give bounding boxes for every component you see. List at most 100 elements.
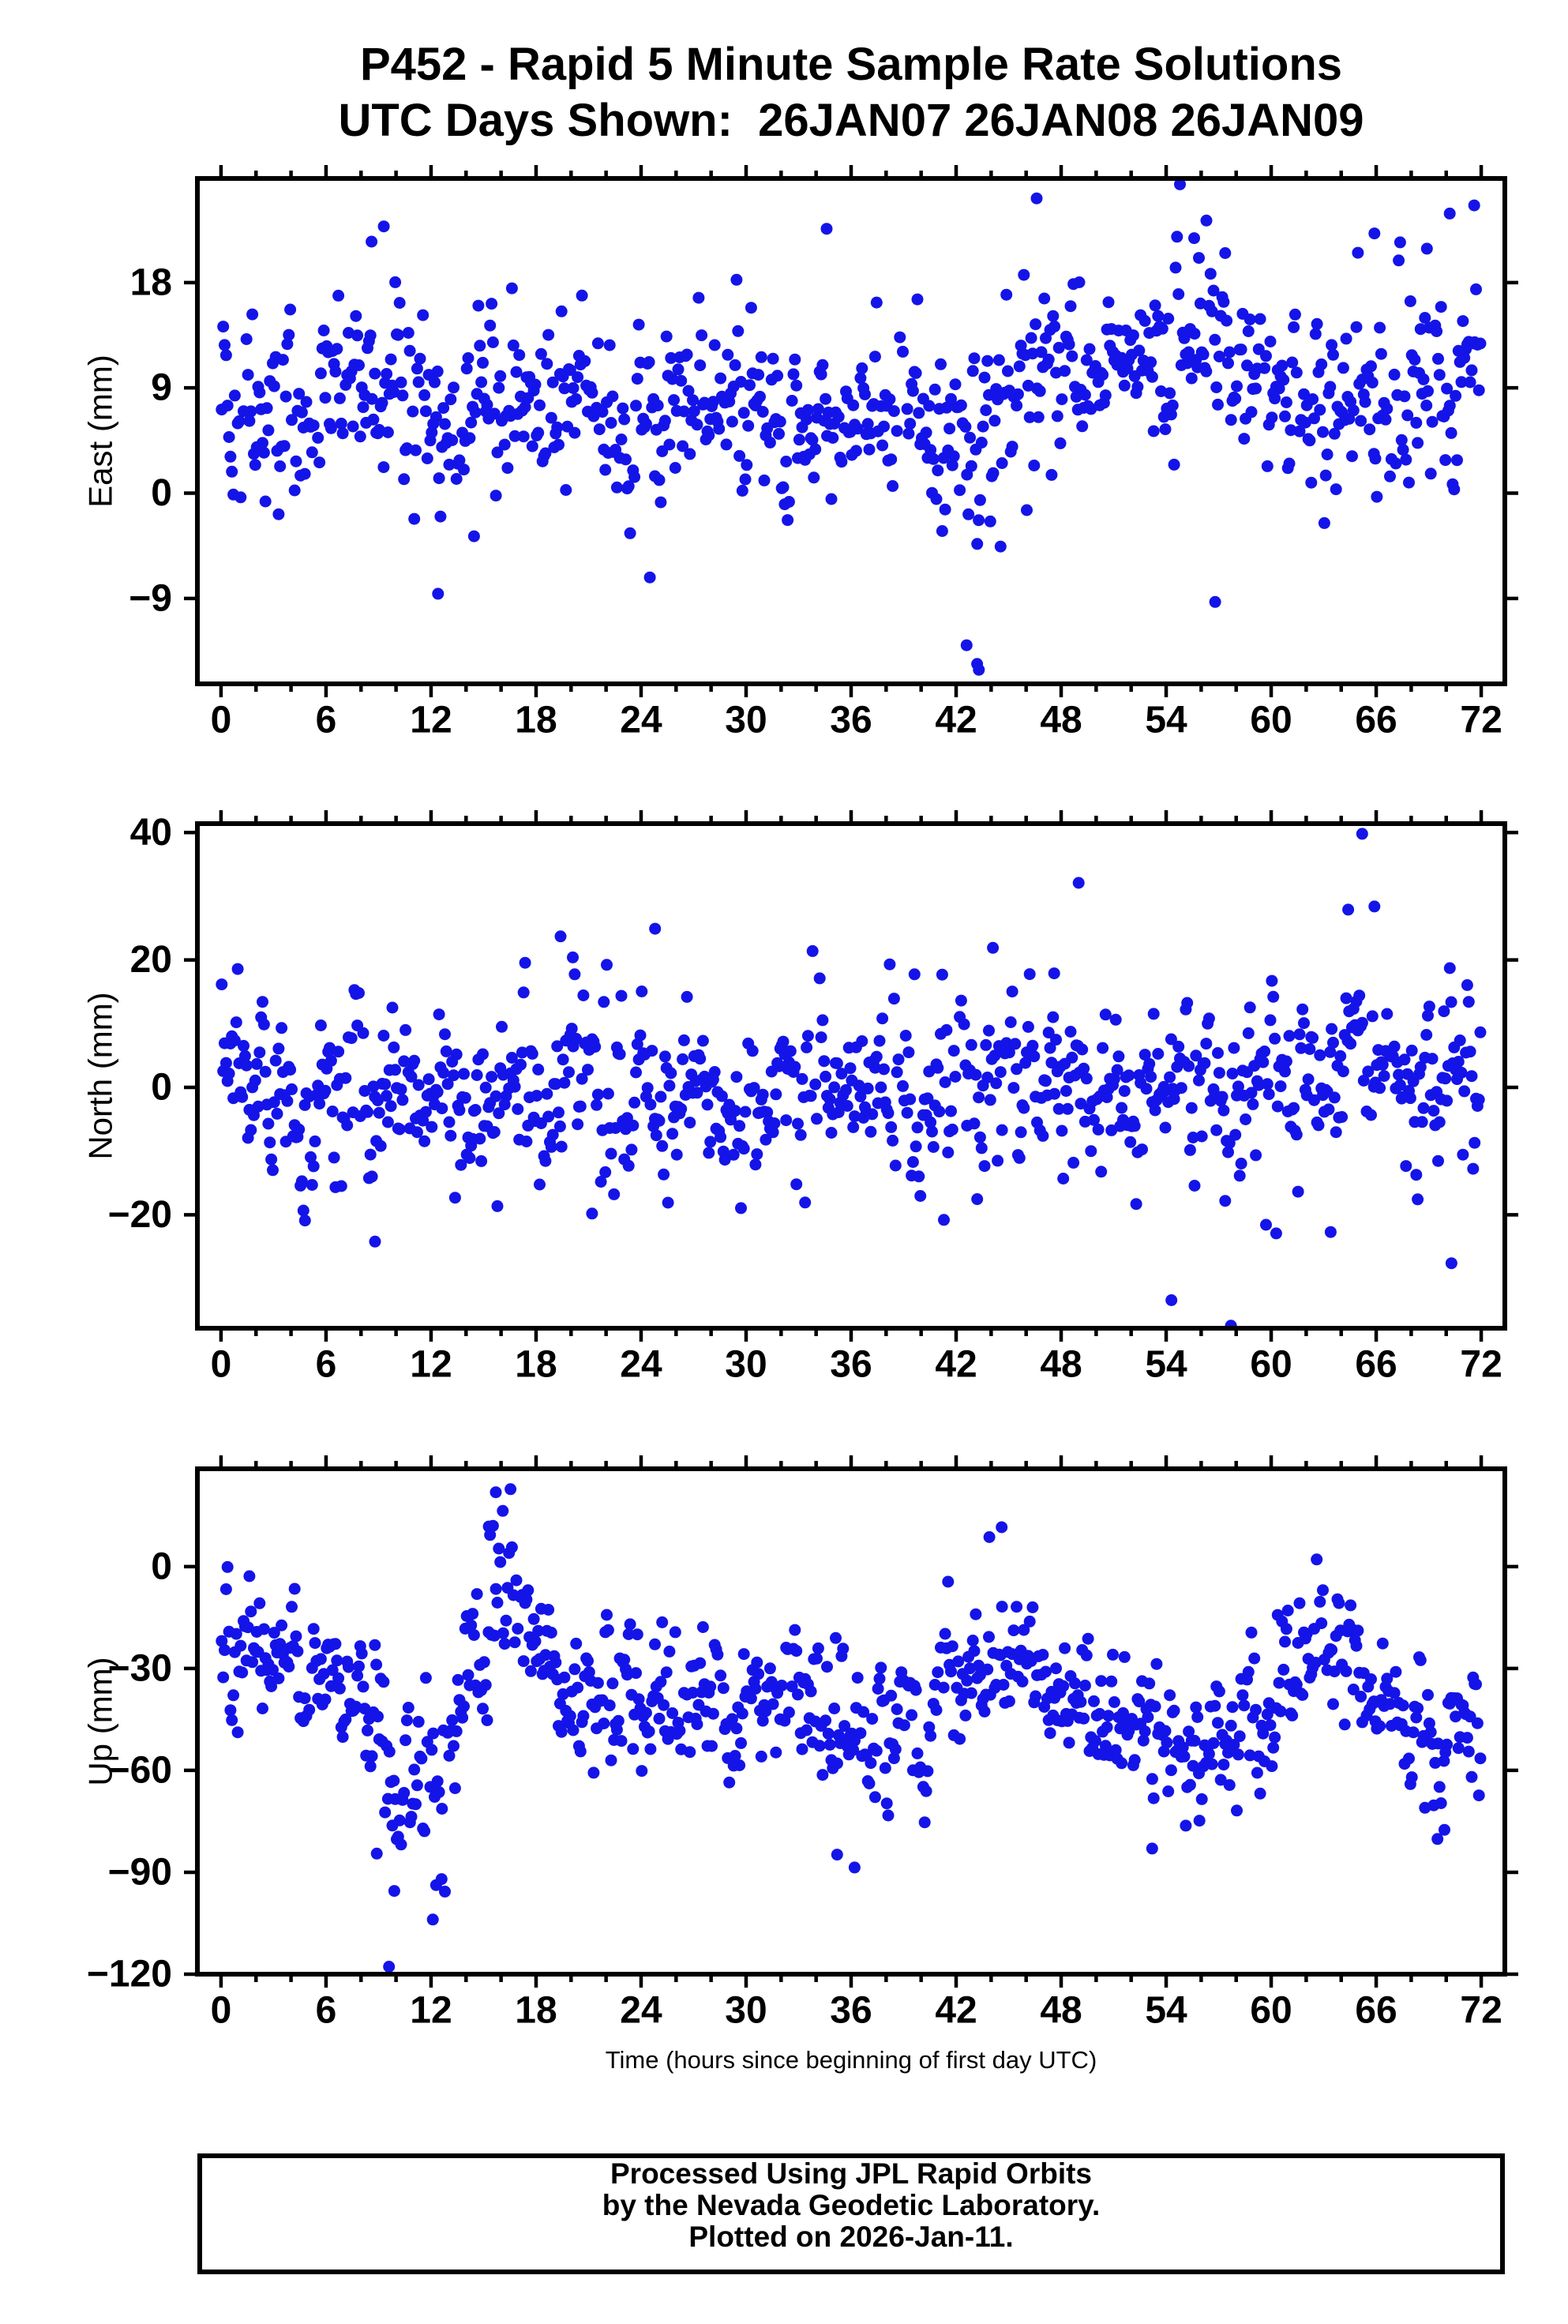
data-point [977, 420, 989, 433]
data-point [970, 1608, 982, 1620]
data-point [1006, 986, 1018, 998]
data-point [733, 1120, 746, 1132]
data-point [854, 1090, 867, 1102]
data-point [539, 1649, 552, 1661]
data-point [1210, 381, 1223, 393]
data-point [1280, 1055, 1292, 1068]
data-point [767, 1698, 779, 1710]
data-point [331, 1654, 343, 1667]
subplot-north: 0 6 12 18 24 30 36 42 48 54 60 66 72 40 20 0 −20 North (m… [82, 810, 1518, 1386]
data-point [1188, 328, 1201, 340]
data-point [383, 1745, 396, 1758]
data-point [1222, 1146, 1234, 1158]
data-point [460, 362, 473, 375]
data-point [392, 329, 404, 341]
data-point [1252, 1079, 1265, 1091]
data-point [876, 439, 889, 452]
data-point [1426, 1053, 1439, 1065]
data-point [471, 1069, 483, 1081]
data-point [936, 968, 948, 981]
data-point [1326, 1643, 1338, 1656]
data-point [1315, 1617, 1328, 1630]
data-point [517, 430, 530, 443]
data-point [448, 1740, 460, 1752]
plot-frame [195, 821, 1507, 1331]
data-point [1223, 1137, 1236, 1149]
data-point [773, 427, 785, 440]
data-point [443, 1116, 456, 1128]
data-point [1379, 413, 1392, 426]
data-point [1371, 490, 1383, 503]
data-point [558, 1076, 571, 1089]
data-point [478, 1656, 490, 1669]
data-point [955, 399, 967, 411]
data-point [1021, 504, 1033, 516]
data-point [831, 1849, 843, 1861]
data-point [780, 456, 793, 467]
data-point [497, 1627, 509, 1639]
data-point [601, 1609, 613, 1621]
data-point [1412, 437, 1424, 449]
data-point [546, 1128, 559, 1141]
data-point [276, 354, 289, 366]
data-point [737, 1648, 750, 1661]
x-tick-label: 24 [620, 1990, 662, 2032]
data-point [1308, 412, 1320, 425]
data-point [746, 1045, 759, 1057]
data-point [309, 1637, 321, 1650]
data-point [656, 1139, 669, 1152]
data-point [1040, 1665, 1052, 1678]
data-point [632, 1693, 645, 1706]
data-point [684, 448, 696, 460]
data-point [1293, 1028, 1306, 1041]
data-point [1212, 1717, 1224, 1729]
data-point [1072, 877, 1085, 889]
data-point [1174, 178, 1186, 190]
data-point [463, 432, 476, 445]
data-point [1452, 1742, 1465, 1755]
data-point [961, 1674, 973, 1687]
data-point [1248, 1652, 1261, 1665]
data-point [1075, 1695, 1087, 1708]
data-point [1465, 364, 1478, 377]
data-point [897, 345, 909, 358]
data-point [459, 1091, 471, 1104]
data-point [1424, 1726, 1437, 1738]
data-point [812, 403, 824, 415]
data-point [268, 1627, 280, 1639]
data-point [790, 379, 803, 392]
data-point [981, 355, 994, 367]
data-point [1254, 1787, 1266, 1800]
x-tick-label: 42 [935, 700, 977, 742]
data-point [1352, 246, 1364, 259]
data-point [1365, 360, 1377, 373]
data-point [1207, 1736, 1220, 1749]
data-point [462, 352, 475, 364]
data-point [684, 1746, 696, 1759]
data-point [875, 1081, 887, 1094]
data-point [257, 446, 270, 459]
y-tick-label: −30 [108, 1647, 172, 1689]
data-point [782, 496, 795, 508]
data-point [526, 1047, 538, 1060]
data-point [1149, 1104, 1161, 1117]
data-point [1441, 382, 1454, 395]
data-point [891, 1703, 903, 1715]
data-point [493, 1107, 505, 1120]
data-point [582, 1064, 594, 1076]
data-point [966, 1635, 979, 1646]
data-point [1202, 1012, 1215, 1025]
data-point [1209, 333, 1221, 346]
data-point [1384, 1698, 1396, 1710]
data-point [517, 1655, 530, 1668]
data-point [887, 480, 899, 492]
data-point [1281, 1605, 1294, 1616]
data-point [718, 1154, 731, 1166]
data-point [1006, 441, 1018, 453]
data-point [298, 1692, 311, 1705]
data-point [1327, 1036, 1339, 1049]
data-point [820, 1070, 832, 1083]
data-point [314, 1653, 327, 1665]
data-point [655, 1676, 667, 1688]
